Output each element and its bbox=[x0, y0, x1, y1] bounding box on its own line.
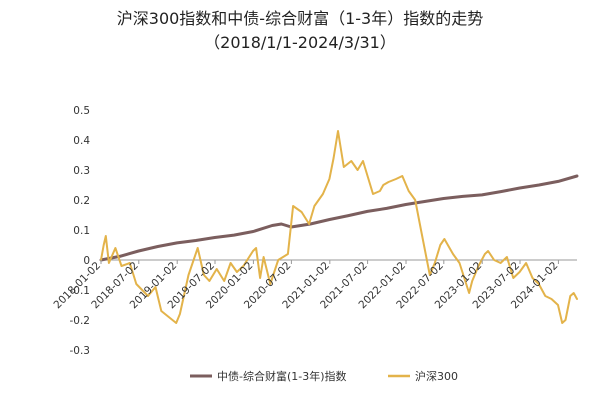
y-tick-label: 0.5 bbox=[73, 105, 90, 117]
legend: 中债-综合财富(1-3年)指数 沪深300 bbox=[190, 369, 458, 383]
x-axis-labels: 2018-01-022018-07-022019-01-022019-07-02… bbox=[51, 260, 560, 312]
y-tick-label: 0.4 bbox=[73, 135, 90, 147]
csi300-line bbox=[100, 130, 578, 324]
y-tick-label: 0 bbox=[83, 255, 90, 267]
series-layer bbox=[99, 130, 579, 324]
y-tick-label: -0.3 bbox=[70, 345, 91, 357]
y-tick-label: -0.1 bbox=[70, 285, 91, 297]
legend-label: 中债-综合财富(1-3年)指数 bbox=[217, 369, 347, 383]
chart-title: 沪深300指数和中债-综合财富（1-3年）指数的走势 bbox=[116, 9, 484, 28]
y-tick-label: -0.2 bbox=[70, 315, 91, 327]
legend-label: 沪深300 bbox=[415, 369, 458, 383]
y-tick-label: 0.2 bbox=[73, 195, 90, 207]
y-axis-labels: 0.5 0.4 0.3 0.2 0.1 0 -0.1 -0.2 -0.3 bbox=[70, 105, 91, 357]
bond-index-line bbox=[99, 174, 579, 262]
y-tick-label: 0.1 bbox=[73, 225, 90, 237]
chart-subtitle: （2018/1/1-2024/3/31） bbox=[204, 33, 396, 52]
y-tick-label: 0.3 bbox=[73, 165, 90, 177]
